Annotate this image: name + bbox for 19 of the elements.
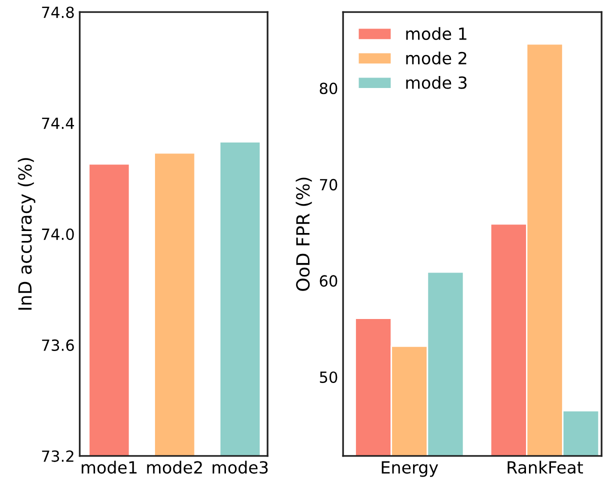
legend-label: mode 2 [406,52,466,64]
y-axis-title: OoD FPR (%) [296,178,312,291]
x-tick-label: RankFeat [508,460,583,474]
y-tick-label: 73.6 [42,339,74,351]
y-tick-label: 70 [320,178,338,190]
y-tick-label: 80 [320,82,338,94]
y-tick-label: 74.8 [42,6,74,18]
x-tick-label: mode3 [212,460,268,474]
legend-label: mode 3 [406,76,467,89]
y-tick-label: 50 [320,371,338,384]
y-tick-label: 73.2 [42,450,74,462]
y-tick-label: 74.4 [42,118,74,129]
x-tick-label: mode2 [147,460,202,474]
y-tick-label: 74.0 [42,228,74,240]
x-tick-label: Energy [382,461,438,477]
x-tick-label: mode1 [82,460,137,474]
legend-label: mode 1 [406,27,466,40]
y-axis-title: InD accuracy (%) [18,158,36,310]
y-tick-label: 60 [320,275,338,287]
